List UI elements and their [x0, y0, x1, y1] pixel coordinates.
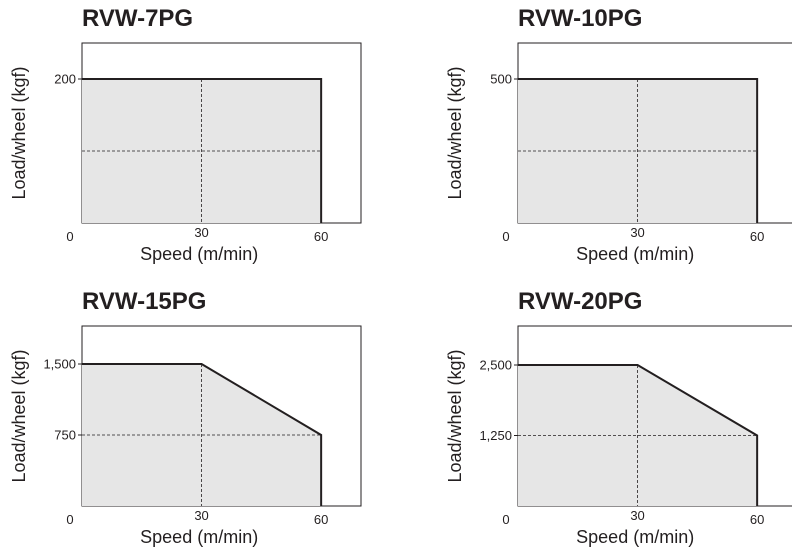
x-tick-label: 0	[502, 512, 509, 527]
chart-title: RVW-15PG	[82, 288, 206, 315]
x-tick-label: 0	[66, 229, 73, 244]
limit-line	[82, 78, 323, 223]
x-axis-label: Speed (m/min)	[576, 527, 694, 547]
x-axis-label: Speed (m/min)	[140, 527, 258, 547]
x-tick-label: 60	[750, 229, 764, 244]
chart-title: RVW-20PG	[518, 288, 642, 315]
y-axis-label: Load/wheel (kgf)	[445, 66, 465, 199]
x-tick-label: 30	[630, 508, 644, 523]
x-tick-label: 60	[750, 512, 764, 527]
chart-panel: RVW-15PG 1,500 750 0 30 60 Speed (m/min) Load/w…	[9, 288, 362, 547]
chart-title: RVW-7PG	[82, 5, 193, 32]
chart-title: RVW-10PG	[518, 5, 642, 32]
y-axis-label: Load/wheel (kgf)	[9, 66, 29, 199]
x-axis-label: Speed (m/min)	[140, 244, 258, 264]
x-tick-label: 0	[66, 512, 73, 527]
x-axis-label: Speed (m/min)	[576, 244, 694, 264]
x-tick-label: 60	[314, 512, 328, 527]
y-tick-label: 200	[54, 72, 76, 87]
y-tick-label: 1,500	[43, 357, 76, 372]
chart-panel: RVW-7PG 200 0 30 60 Speed (m/min) Load/wheel (…	[9, 5, 362, 264]
limit-line	[518, 78, 759, 223]
limit-line	[518, 364, 759, 506]
y-axis-label: Load/wheel (kgf)	[445, 349, 465, 482]
chart-panel: RVW-10PG 500 0 30 60 Speed (m/min) Load/wheel …	[445, 5, 792, 264]
x-tick-label: 30	[194, 508, 208, 523]
y-tick-label: 1,250	[479, 428, 512, 443]
x-tick-label: 0	[502, 229, 509, 244]
limit-line	[82, 363, 323, 506]
x-tick-label: 60	[314, 229, 328, 244]
x-tick-label: 30	[194, 225, 208, 240]
chart-panel: RVW-20PG 2,500 1,250 0 30 60 Speed (m/min) Load…	[445, 288, 792, 547]
y-tick-label: 2,500	[479, 358, 512, 373]
y-axis-label: Load/wheel (kgf)	[9, 349, 29, 482]
y-tick-label: 750	[54, 428, 76, 443]
x-tick-label: 30	[630, 225, 644, 240]
y-tick-label: 500	[490, 72, 512, 87]
